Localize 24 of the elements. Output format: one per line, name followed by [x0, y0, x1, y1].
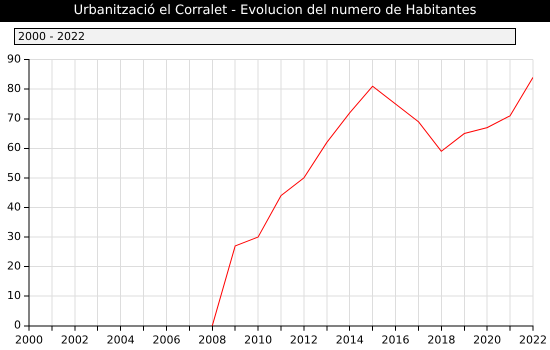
x-tick-label: 2008 — [198, 333, 226, 346]
x-tick-label: 2018 — [427, 333, 456, 346]
y-tick-label: 0 — [14, 318, 21, 332]
x-tick-label: 2020 — [473, 333, 502, 346]
y-tick-label: 80 — [6, 82, 21, 96]
x-tick-label: 2000 — [14, 333, 43, 346]
y-tick-label: 60 — [6, 141, 21, 154]
x-tick-label: 2016 — [382, 333, 410, 346]
x-tick-label: 2006 — [152, 333, 180, 346]
y-tick-label: 50 — [6, 170, 21, 184]
x-tick-label: 2004 — [106, 333, 135, 346]
x-tick-label: 2010 — [244, 333, 272, 346]
chart-title: Urbanització el Corralet - Evolucion del numero de Habitantes — [0, 0, 550, 22]
y-tick-label: 10 — [6, 289, 21, 302]
y-tick-label: 20 — [6, 260, 21, 273]
x-tick-label: 2014 — [336, 333, 364, 346]
y-tick-label: 30 — [6, 230, 21, 243]
chart-subtitle: 2000 - 2022 — [14, 28, 516, 45]
y-tick-label: 90 — [6, 52, 21, 66]
y-tick-label: 40 — [6, 200, 21, 214]
y-tick-label: 70 — [6, 112, 21, 125]
x-tick-label: 2022 — [519, 333, 548, 346]
x-tick-label: 2012 — [290, 333, 318, 346]
x-tick-label: 2002 — [60, 333, 89, 346]
